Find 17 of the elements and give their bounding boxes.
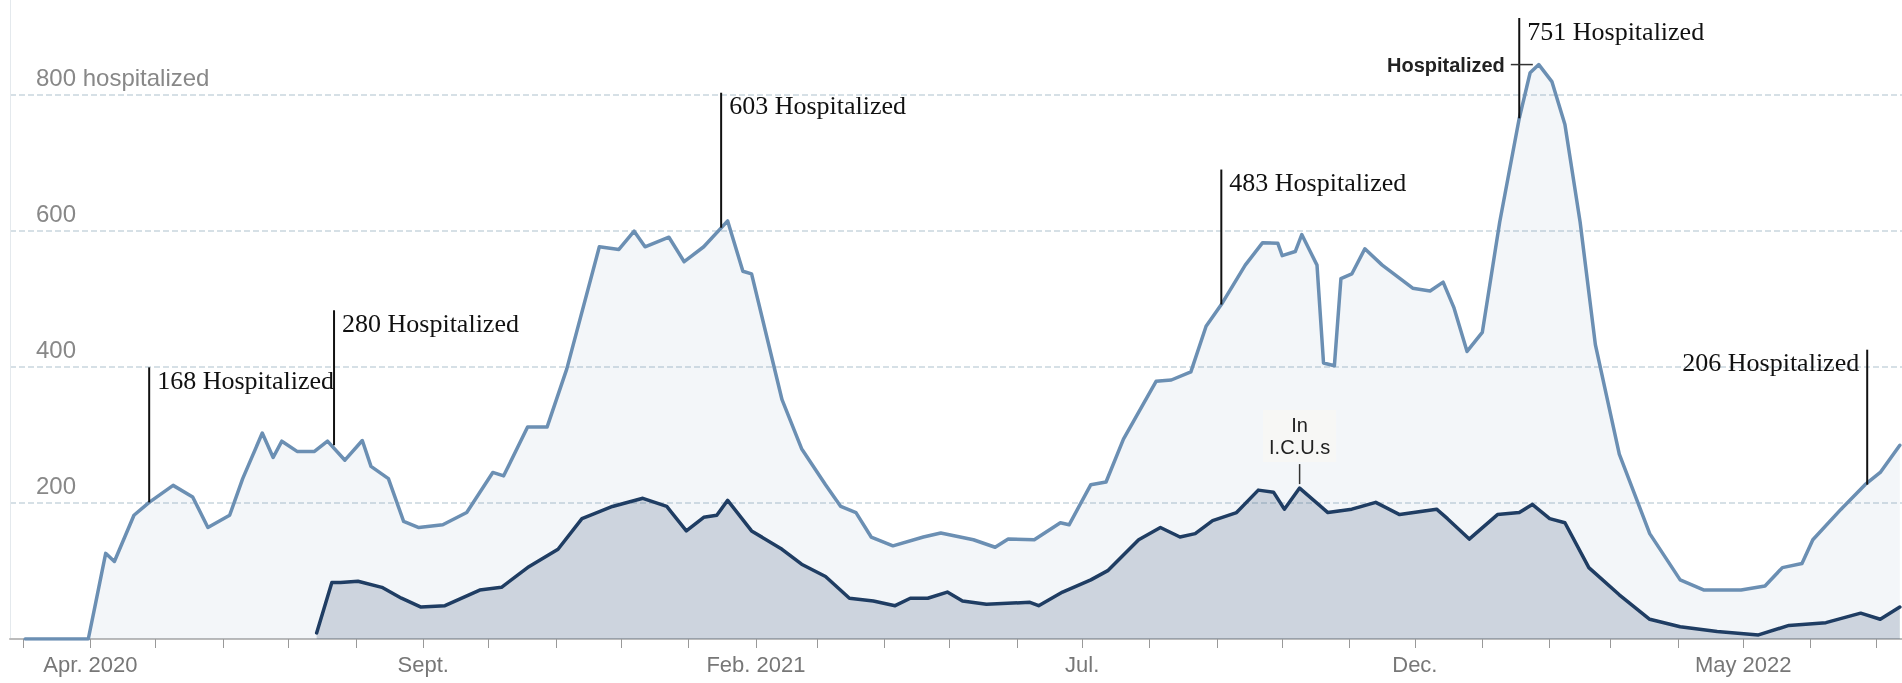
- series-label: Hospitalized: [1387, 53, 1505, 76]
- series-label: In I.C.U.s: [1269, 414, 1331, 459]
- x-tick-label: Dec.: [1392, 651, 1438, 677]
- x-tick-label: Jul.: [1065, 651, 1100, 677]
- y-tick-label: 800 hospitalized: [36, 63, 210, 91]
- annotation: 751 Hospitalized: [1527, 16, 1705, 46]
- annotation: 603 Hospitalized: [729, 91, 907, 121]
- y-tick-label: 400: [36, 335, 77, 363]
- x-tick-label: Apr. 2020: [43, 651, 138, 677]
- annotation: 280 Hospitalized: [342, 308, 519, 338]
- x-tick-label: Feb. 2021: [706, 651, 806, 677]
- annotation: 206 Hospitalized: [1682, 348, 1860, 378]
- annotation: 483 Hospitalized: [1229, 168, 1407, 198]
- y-tick-label: 600: [36, 199, 77, 227]
- y-tick-label: 200: [36, 471, 77, 499]
- x-tick-label: May 2022: [1694, 651, 1792, 677]
- x-tick-label: Sept.: [397, 651, 449, 677]
